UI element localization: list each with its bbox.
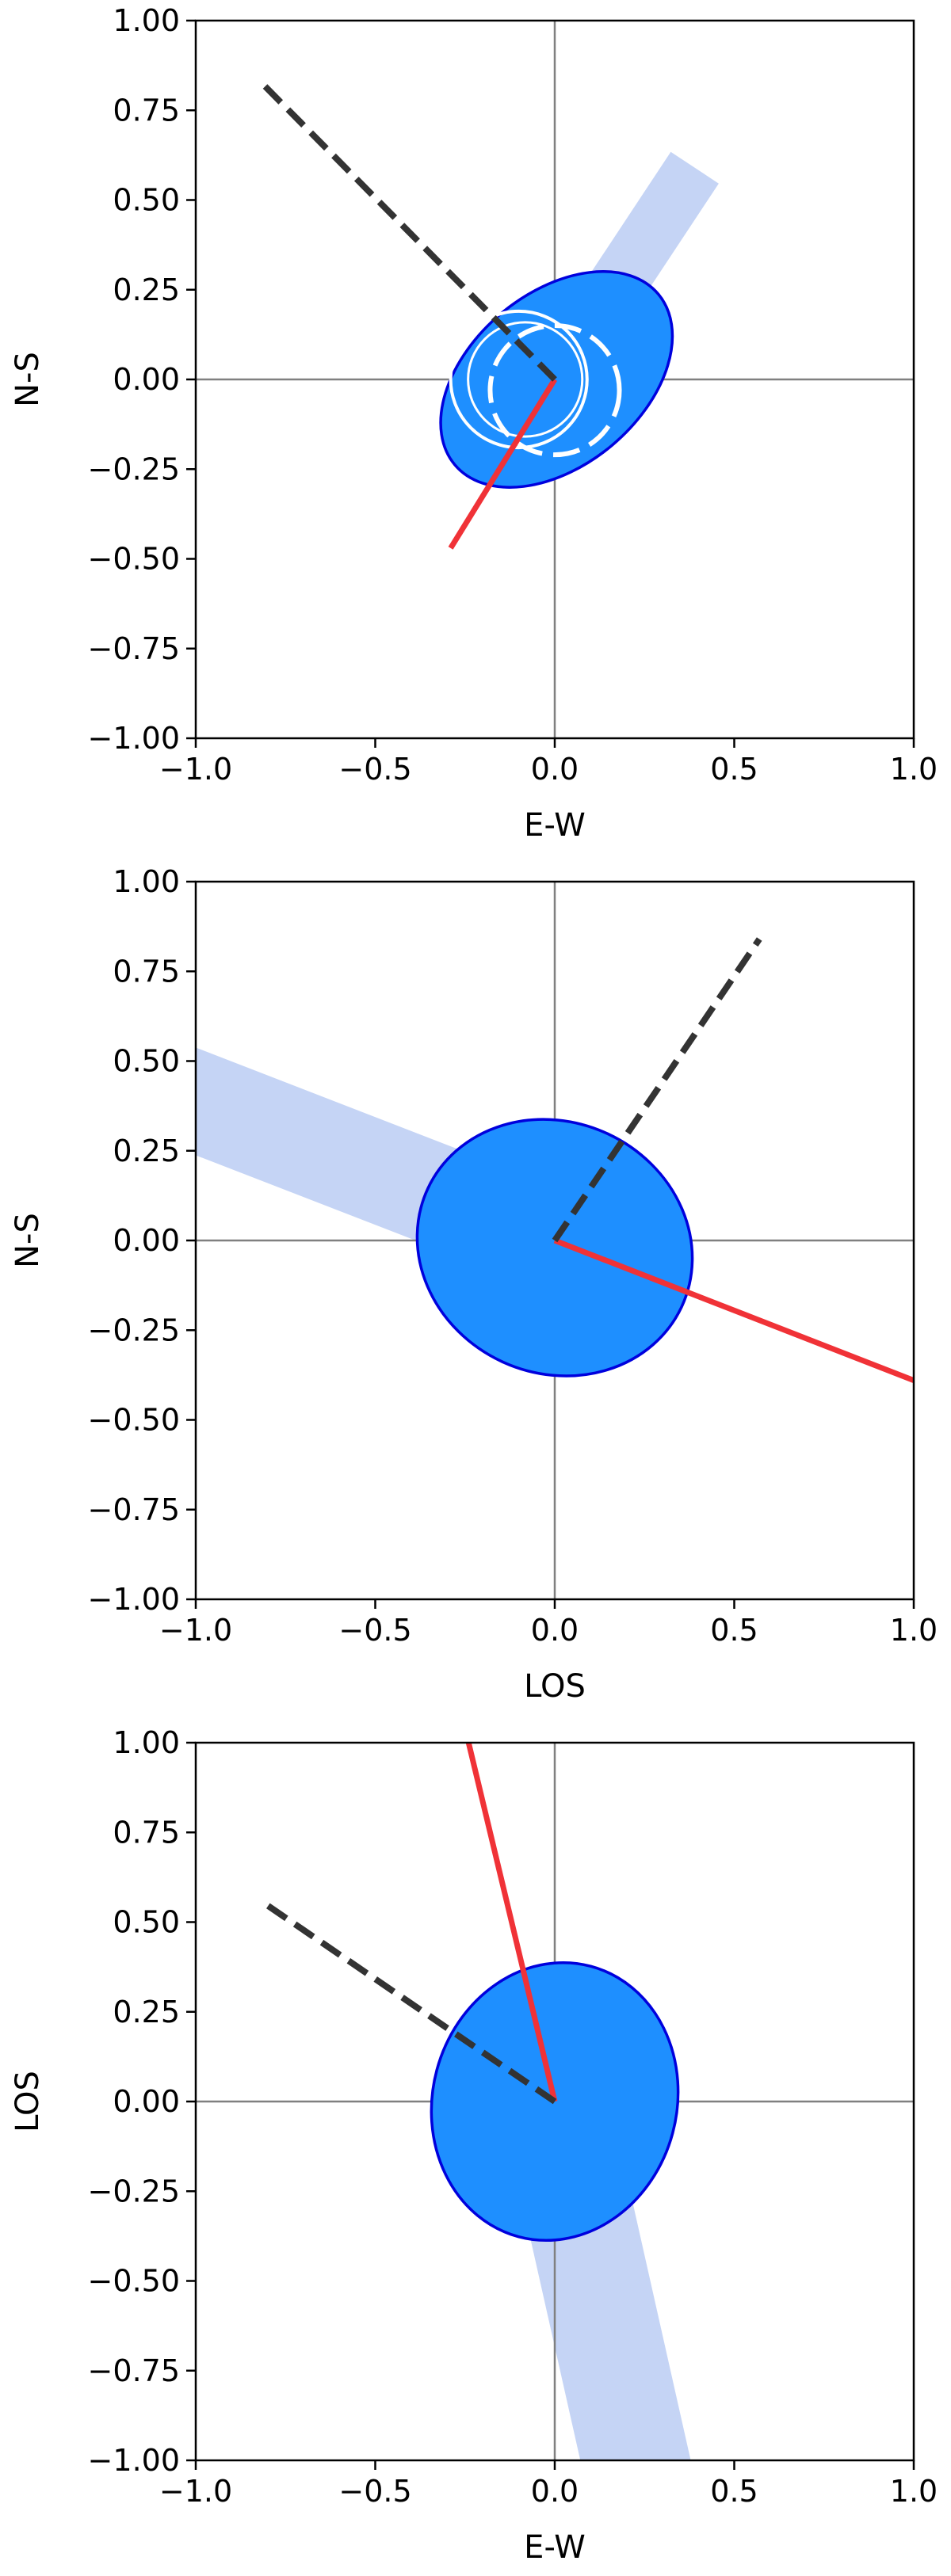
plot-area [196, 21, 914, 738]
y-tick-label: −0.75 [88, 1492, 180, 1527]
x-tick-label: −0.5 [338, 1613, 411, 1648]
x-tick-label: 0.5 [710, 752, 758, 787]
x-tick-label: 1.0 [890, 2474, 938, 2509]
plot-area [196, 882, 914, 1599]
y-tick-label: −0.75 [88, 631, 180, 666]
chart-panel-3: −1.0 −0.5 0.0 0.5 1.0 1.00 0.75 0.50 0.25 0.00 −0.… [10, 1725, 938, 2566]
y-tick-label: 0.75 [113, 954, 180, 989]
x-tick-label: 1.0 [890, 752, 938, 787]
solid-vector [448, 378, 557, 550]
dashed-vector [258, 79, 557, 382]
y-tick-label: 0.50 [113, 1044, 180, 1079]
y-axis-label: LOS [10, 2071, 46, 2132]
y-tick-label: 0.00 [113, 362, 180, 397]
x-axis-label: LOS [524, 1668, 586, 1705]
x-tick-label: 1.0 [890, 1613, 938, 1648]
chart-panel-2: −1.0 −0.5 0.0 0.5 1.0 1.00 0.75 0.50 0.25 0.00 −0.… [10, 864, 938, 1705]
y-axis-label: N-S [10, 1213, 46, 1268]
dashed-vector [552, 937, 762, 1243]
y-tick-label: 0.75 [113, 93, 180, 128]
x-axis-label: E-W [524, 807, 586, 844]
chart-panel-1: −1.0 −0.5 0.0 0.5 1.0 1.00 0.75 0.50 0.25 0.00 −0.… [10, 3, 938, 844]
x-tick-label: −1.0 [159, 1613, 232, 1648]
y-tick-label: 0.25 [113, 1995, 180, 2029]
y-tick-label: 0.50 [113, 1905, 180, 1940]
y-tick-label: −0.50 [88, 542, 180, 577]
white-circle-outer [449, 309, 589, 450]
solid-vector [553, 1237, 914, 1383]
plot-area [196, 1743, 914, 2460]
y-tick-label: −0.25 [88, 452, 180, 486]
y-tick-label: 0.00 [113, 2084, 180, 2119]
white-circle-inner [467, 321, 584, 438]
y-tick-label: 1.00 [113, 1725, 180, 1760]
y-tick-label: 0.25 [113, 272, 180, 307]
y-tick-label: 0.75 [113, 1815, 180, 1850]
y-tick-label: −0.25 [88, 1313, 180, 1347]
y-tick-label: −0.50 [88, 1403, 180, 1438]
x-tick-label: 0.5 [710, 2474, 758, 2509]
x-tick-label: −0.5 [338, 2474, 411, 2509]
y-tick-label: −1.00 [88, 721, 180, 756]
x-tick-label: −0.5 [338, 752, 411, 787]
x-tick-label: −1.0 [159, 752, 232, 787]
y-axis-label: N-S [10, 352, 46, 407]
white-circle-dashed [487, 323, 622, 458]
y-tick-label: −1.00 [88, 1582, 180, 1617]
y-tick-label: 1.00 [113, 3, 180, 38]
x-axis-label: E-W [524, 2529, 586, 2566]
x-tick-label: 0.0 [531, 2474, 579, 2509]
y-tick-label: −0.25 [88, 2174, 180, 2208]
x-tick-label: −1.0 [159, 2474, 232, 2509]
y-tick-label: 0.25 [113, 1134, 180, 1168]
x-tick-label: 0.5 [710, 1613, 758, 1648]
ellipse [415, 1118, 694, 1378]
x-tick-label: 0.0 [531, 1613, 579, 1648]
y-tick-label: −1.00 [88, 2443, 180, 2478]
dashed-vector [258, 1898, 557, 2105]
y-tick-label: −0.50 [88, 2264, 180, 2299]
x-tick-label: 0.0 [531, 752, 579, 787]
y-tick-label: 0.00 [113, 1223, 180, 1258]
y-tick-label: 0.50 [113, 183, 180, 218]
solid-vector [465, 1743, 558, 2102]
y-tick-label: 1.00 [113, 864, 180, 899]
y-tick-label: −0.75 [88, 2353, 180, 2388]
